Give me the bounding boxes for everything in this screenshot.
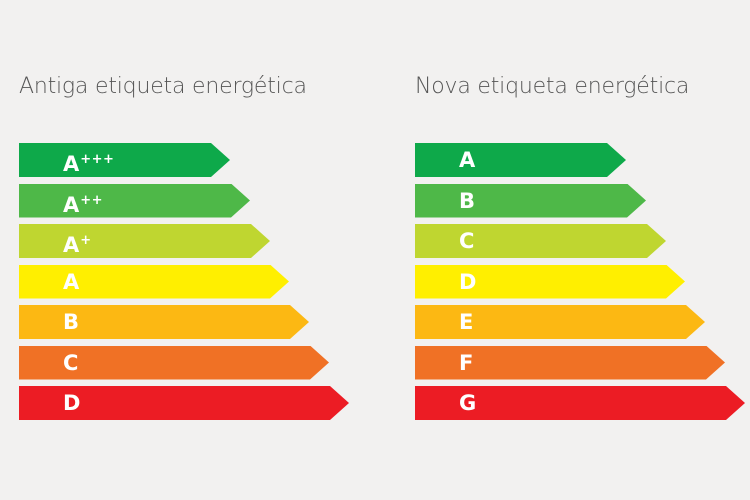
new-class-label: B xyxy=(459,184,475,218)
old-class-label: A++ xyxy=(63,184,103,218)
old-label-bars: A+++ A++ A+ A B C D xyxy=(19,143,349,420)
new-class-letter: G xyxy=(459,391,477,415)
old-class-arrow: C xyxy=(19,346,329,380)
new-class-label: E xyxy=(459,305,473,339)
old-class-arrow: A xyxy=(19,265,289,299)
old-class-letter: D xyxy=(63,391,81,415)
new-class-label: D xyxy=(459,265,476,299)
old-class-plus: ++ xyxy=(80,192,104,208)
old-class-arrow: A+ xyxy=(19,224,270,258)
old-class-plus: +++ xyxy=(80,152,115,167)
old-class-letter: C xyxy=(63,350,79,375)
old-class-label: A+ xyxy=(63,224,92,258)
old-label-title: Antiga etiqueta energética xyxy=(19,74,307,99)
new-class-arrow: F xyxy=(415,346,725,380)
old-class-label: B xyxy=(63,305,79,339)
old-class-plus: + xyxy=(80,233,92,248)
old-class-arrow: A++ xyxy=(19,184,250,218)
old-class-letter: A xyxy=(63,152,80,176)
new-class-letter: F xyxy=(459,350,474,375)
old-class-letter: A xyxy=(63,269,80,294)
new-class-arrow: D xyxy=(415,265,685,299)
new-class-letter: A xyxy=(459,148,476,172)
old-class-label: C xyxy=(63,346,78,380)
old-class-letter: A xyxy=(63,233,80,257)
old-class-arrow: B xyxy=(19,305,309,339)
new-class-letter: C xyxy=(459,229,475,253)
new-class-label: A xyxy=(459,143,475,177)
old-class-label: A xyxy=(63,265,79,299)
new-class-arrow: C xyxy=(415,224,666,258)
new-class-label: C xyxy=(459,224,474,258)
new-class-label: G xyxy=(459,386,476,420)
old-energy-label-panel: Antiga etiqueta energética A+++ A++ A+ A B C D xyxy=(19,70,349,427)
new-class-label: F xyxy=(459,346,473,380)
old-class-letter: B xyxy=(63,310,80,334)
old-class-label: A+++ xyxy=(63,143,114,177)
new-class-arrow: E xyxy=(415,305,705,339)
new-label-title: Nova etiqueta energética xyxy=(415,74,690,99)
old-class-arrow: A+++ xyxy=(19,143,230,177)
old-class-arrow: D xyxy=(19,386,349,420)
old-class-letter: A xyxy=(63,192,80,217)
new-class-letter: D xyxy=(459,269,477,294)
new-class-arrow: B xyxy=(415,184,646,218)
new-class-letter: B xyxy=(459,188,476,213)
new-class-arrow: G xyxy=(415,386,745,420)
new-class-arrow: A xyxy=(415,143,626,177)
new-class-letter: E xyxy=(459,310,474,334)
old-class-label: D xyxy=(63,386,80,420)
